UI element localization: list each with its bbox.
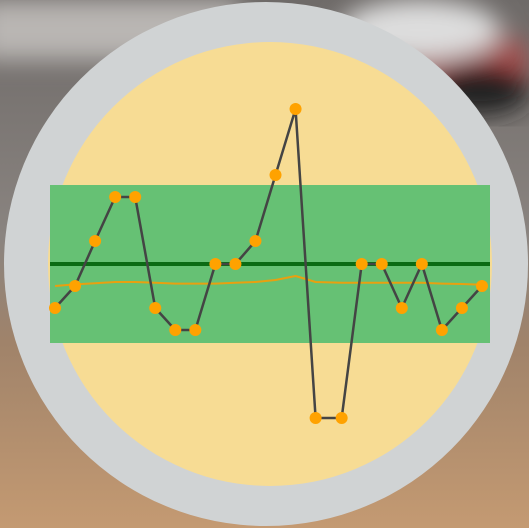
data-point — [49, 302, 62, 314]
data-point — [229, 258, 242, 270]
data-point — [109, 191, 122, 203]
data-point — [169, 324, 182, 336]
data-point — [289, 103, 302, 115]
data-point — [149, 302, 162, 314]
data-point — [355, 258, 368, 270]
data-point — [415, 258, 428, 270]
mean-line — [54, 275, 483, 287]
data-point — [435, 324, 448, 336]
data-point — [269, 169, 282, 181]
data-point — [335, 412, 348, 424]
data-point — [395, 302, 408, 314]
data-point — [249, 235, 262, 247]
data-point — [455, 302, 468, 314]
data-line — [54, 107, 483, 420]
data-point — [475, 280, 488, 292]
data-point — [375, 258, 388, 270]
data-point — [69, 280, 82, 292]
data-point — [89, 235, 102, 247]
data-point — [189, 324, 202, 336]
data-point — [309, 412, 322, 424]
data-point — [209, 258, 222, 270]
data-point — [129, 191, 142, 203]
plot — [49, 103, 490, 424]
